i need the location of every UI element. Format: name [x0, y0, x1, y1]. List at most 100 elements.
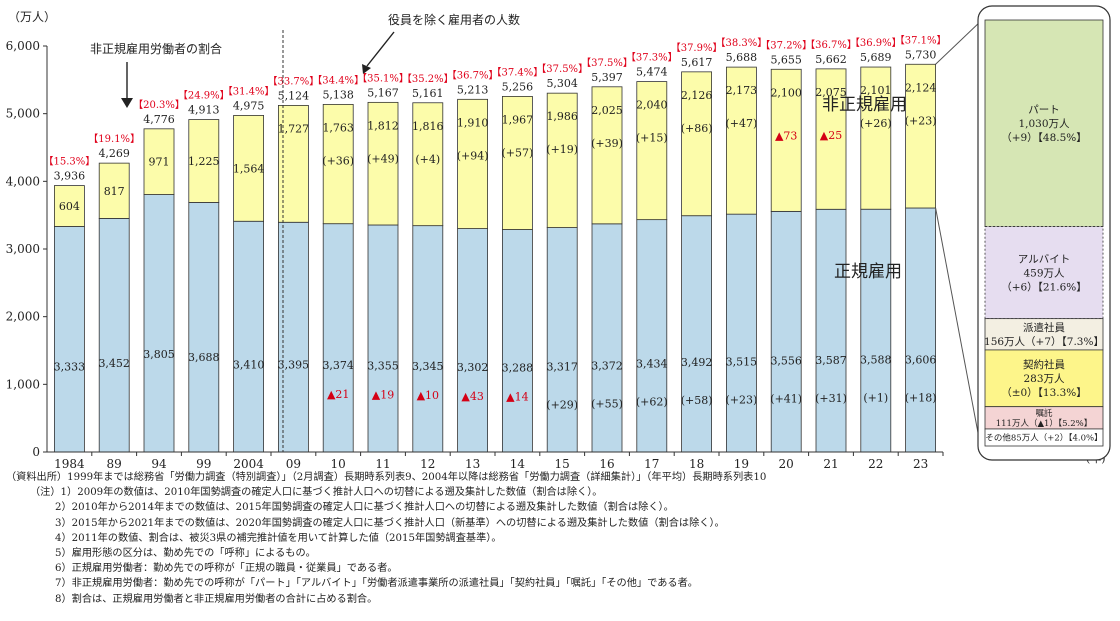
- bar-nonregular: [546, 92, 578, 228]
- bar-nonregular: [54, 185, 85, 227]
- x-tick-label: 12: [420, 457, 435, 470]
- regular-change-label: (+58): [681, 394, 713, 407]
- nonregular-value-label: 1,564: [233, 162, 265, 175]
- bar-regular: [770, 210, 802, 453]
- x-axis: 1984 89 94 99 2004 09 10 11 12 13 14 15 16 17 18 19 20 21…: [47, 451, 944, 470]
- bar-series: [54, 63, 936, 453]
- bar-regular: [815, 208, 847, 453]
- bar-regular: [233, 220, 265, 453]
- bar-regular: [546, 227, 578, 453]
- regular-change-label: (+1): [863, 392, 888, 405]
- breakdown-segment-1: [984, 19, 1104, 227]
- x-tick-label: 22: [868, 457, 883, 470]
- x-tick-label: 16: [599, 457, 614, 470]
- bar-nonregular: [681, 71, 712, 217]
- bar-regular: [636, 219, 668, 453]
- regular-value-label: 3,688: [188, 351, 220, 364]
- bar-regular: [412, 225, 444, 453]
- ratio-label: 【37.4%】: [492, 66, 544, 78]
- ratio-label: 【37.3%】: [626, 52, 678, 64]
- bar-nonregular: [860, 66, 892, 210]
- bar-regular: [54, 226, 85, 453]
- y-axis-grid: 0 1,000 2,000 3,000 4,000 5,000 6,000: [6, 39, 48, 459]
- regular-value-label: 3,333: [54, 360, 86, 373]
- x-tick-label: 1984: [54, 457, 85, 470]
- total-label: 5,167: [367, 86, 399, 99]
- bar-nonregular: [905, 63, 936, 209]
- total-label: 5,213: [457, 83, 489, 96]
- breakdown-segment-6: [984, 428, 1104, 447]
- bar-regular: [188, 202, 220, 453]
- total-label: 5,304: [546, 77, 578, 90]
- breakdown-label: 嘱託: [1035, 408, 1053, 419]
- bar-nonregular: [188, 119, 220, 203]
- nonregular-change-label: (+26): [860, 117, 892, 130]
- total-label: 4,776: [143, 113, 175, 126]
- note-7: 7）非正規雇用労働者：勤め先での呼称が「パート」「アルバイト」「労働者派遣事業所…: [55, 578, 698, 590]
- nonregular-value-label: 1,763: [322, 121, 354, 134]
- bar-nonregular: [367, 101, 399, 226]
- x-tick-label: 89: [107, 457, 122, 470]
- nonregular-value-label: 2,173: [726, 84, 758, 97]
- x-tick-label: 20: [779, 457, 794, 470]
- regular-value-label: 3,606: [905, 353, 937, 366]
- bar-regular: [143, 194, 175, 453]
- ratio-annotation: 非正規雇用労働者の割合: [90, 41, 222, 56]
- regular-change-label: (+55): [591, 397, 623, 410]
- nonregular-value-label: 2,040: [636, 99, 668, 112]
- total-label: 5,730: [905, 48, 937, 61]
- x-tick-label: 19: [734, 457, 749, 470]
- y-tick-label: 0: [32, 445, 40, 459]
- breakdown-connector-top: [935, 19, 983, 65]
- nonregular-change-label: (+94): [457, 149, 489, 162]
- nonregular-value-label: 1,986: [546, 110, 578, 123]
- x-tick-label: 94: [151, 457, 167, 470]
- regular-value-label: 3,515: [726, 356, 758, 369]
- y-tick-label: 5,000: [6, 107, 40, 121]
- x-tick-label: 10: [331, 457, 346, 470]
- breakdown-segment-4: [984, 349, 1104, 408]
- regular-change-label: (+62): [636, 396, 668, 409]
- y-axis-label: （万人）: [8, 10, 56, 24]
- ratio-label: 【38.3%】: [716, 37, 768, 49]
- x-tick-label: 23: [913, 457, 928, 470]
- breakdown-label: パート: [1028, 104, 1060, 116]
- breakdown-label: 283万人: [1023, 373, 1065, 385]
- employment-chart: 0 1,000 2,000 3,000 4,000 5,000 6,000 3,333 604…: [6, 5, 1111, 470]
- regular-change-label: (+23): [726, 394, 758, 407]
- ratio-label: 【37.5%】: [536, 63, 588, 75]
- ratio-label: 【37.2%】: [760, 39, 812, 51]
- regular-value-label: 3,372: [591, 359, 623, 372]
- breakdown-label: 1,030万人: [1018, 118, 1070, 130]
- breakdown-segment-3: [984, 318, 1104, 351]
- x-tick-label: 14: [510, 457, 526, 470]
- source-notes: （資料出所）1999年までは総務省「労働力調査（特別調査）」（2月調査）長期時系…: [6, 470, 1116, 607]
- nonregular-change-label: (+36): [322, 154, 354, 167]
- regular-change-label: ▲10: [417, 389, 439, 402]
- nonregular-change-label: (+47): [726, 117, 758, 130]
- bar-nonregular: [412, 102, 444, 227]
- bar-nonregular: [143, 128, 175, 195]
- nonregular-value-label: 604: [59, 200, 80, 213]
- total-label: 3,936: [54, 170, 86, 183]
- bar-regular: [905, 207, 936, 453]
- nonregular-value-label: 2,126: [681, 89, 713, 102]
- bar-nonregular: [233, 115, 265, 222]
- regular-value-label: 3,410: [233, 358, 265, 371]
- breakdown-label: その他85万人（+2）【4.0%】: [985, 432, 1102, 443]
- breakdown-label: （±0）【13.3%】: [1001, 387, 1087, 399]
- regular-change-label: ▲43: [461, 390, 483, 403]
- regular-value-label: 3,355: [367, 360, 399, 373]
- regular-change-label: (+41): [770, 393, 802, 406]
- bar-regular: [726, 213, 757, 453]
- total-annotation-arrowhead: [362, 64, 371, 74]
- bar-regular: [860, 208, 892, 453]
- total-annotation-arrow: [366, 31, 395, 67]
- nonregular-change-label: (+4): [415, 153, 440, 166]
- bar-nonregular: [726, 66, 757, 215]
- nonregular-change-label: (+15): [636, 132, 668, 145]
- breakdown-label: アルバイト: [1018, 253, 1070, 265]
- note-source: （資料出所）1999年までは総務省「労働力調査（特別調査）」（2月調査）長期時系…: [6, 472, 767, 483]
- breakdown-label: 111万人（▲1）【5.2%】: [996, 418, 1093, 429]
- nonregular-value-label: 1,727: [278, 122, 310, 135]
